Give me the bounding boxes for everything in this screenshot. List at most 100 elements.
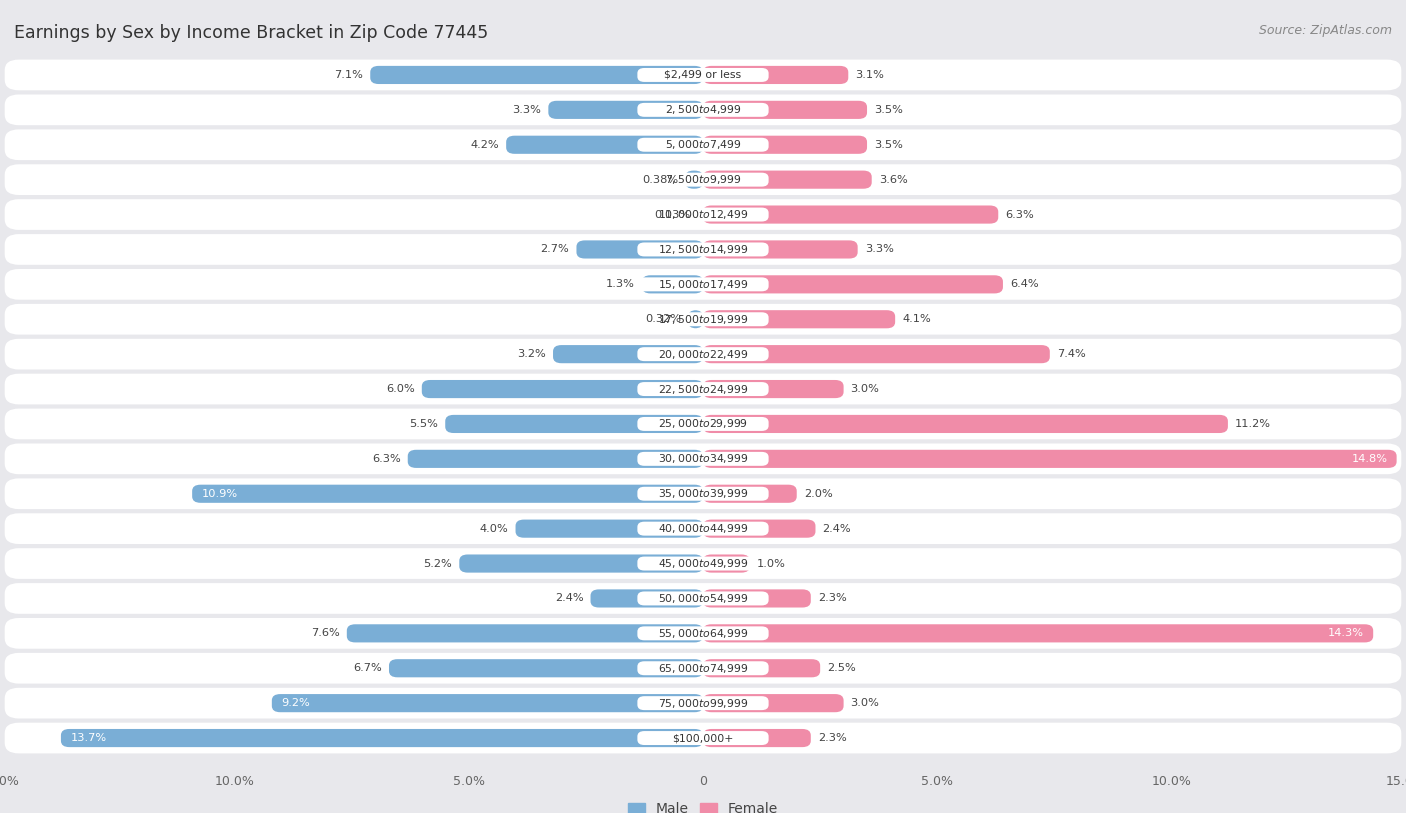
Text: 0.32%: 0.32% [645, 315, 681, 324]
FancyBboxPatch shape [685, 171, 703, 189]
Text: 6.3%: 6.3% [373, 454, 401, 464]
FancyBboxPatch shape [703, 101, 868, 119]
FancyBboxPatch shape [4, 688, 1402, 719]
FancyBboxPatch shape [4, 548, 1402, 579]
Text: $12,500 to $14,999: $12,500 to $14,999 [658, 243, 748, 256]
FancyBboxPatch shape [637, 207, 769, 221]
FancyBboxPatch shape [703, 276, 1002, 293]
FancyBboxPatch shape [4, 234, 1402, 265]
FancyBboxPatch shape [703, 450, 1396, 468]
Text: $5,000 to $7,499: $5,000 to $7,499 [665, 138, 741, 151]
FancyBboxPatch shape [4, 199, 1402, 230]
FancyBboxPatch shape [703, 241, 858, 259]
Text: 4.0%: 4.0% [479, 524, 509, 533]
Text: 14.8%: 14.8% [1351, 454, 1388, 464]
FancyBboxPatch shape [370, 66, 703, 84]
Text: 3.2%: 3.2% [517, 349, 546, 359]
Text: 5.2%: 5.2% [423, 559, 453, 568]
FancyBboxPatch shape [4, 444, 1402, 474]
FancyBboxPatch shape [703, 415, 1227, 433]
Text: 10.9%: 10.9% [201, 489, 238, 498]
Text: 4.2%: 4.2% [471, 140, 499, 150]
FancyBboxPatch shape [703, 136, 868, 154]
FancyBboxPatch shape [4, 129, 1402, 160]
Text: 3.0%: 3.0% [851, 384, 880, 394]
Text: 6.3%: 6.3% [1005, 210, 1033, 220]
Text: $20,000 to $22,499: $20,000 to $22,499 [658, 348, 748, 361]
FancyBboxPatch shape [446, 415, 703, 433]
Text: 3.6%: 3.6% [879, 175, 907, 185]
FancyBboxPatch shape [4, 94, 1402, 125]
Text: $2,500 to $4,999: $2,500 to $4,999 [665, 103, 741, 116]
Text: 14.3%: 14.3% [1327, 628, 1364, 638]
FancyBboxPatch shape [637, 137, 769, 152]
Text: 5.5%: 5.5% [409, 419, 439, 429]
FancyBboxPatch shape [422, 380, 703, 398]
FancyBboxPatch shape [4, 513, 1402, 544]
Text: $10,000 to $12,499: $10,000 to $12,499 [658, 208, 748, 221]
FancyBboxPatch shape [576, 241, 703, 259]
FancyBboxPatch shape [4, 583, 1402, 614]
FancyBboxPatch shape [703, 624, 1374, 642]
FancyBboxPatch shape [60, 729, 703, 747]
FancyBboxPatch shape [637, 417, 769, 431]
FancyBboxPatch shape [506, 136, 703, 154]
Text: 3.5%: 3.5% [875, 140, 903, 150]
Text: 2.5%: 2.5% [827, 663, 856, 673]
Text: $50,000 to $54,999: $50,000 to $54,999 [658, 592, 748, 605]
FancyBboxPatch shape [703, 66, 848, 84]
FancyBboxPatch shape [389, 659, 703, 677]
Text: $35,000 to $39,999: $35,000 to $39,999 [658, 487, 748, 500]
FancyBboxPatch shape [637, 592, 769, 606]
Text: 7.6%: 7.6% [311, 628, 340, 638]
FancyBboxPatch shape [637, 661, 769, 676]
Text: 7.4%: 7.4% [1057, 349, 1085, 359]
FancyBboxPatch shape [4, 723, 1402, 754]
Text: $25,000 to $29,999: $25,000 to $29,999 [658, 417, 748, 430]
Text: $40,000 to $44,999: $40,000 to $44,999 [658, 522, 748, 535]
FancyBboxPatch shape [703, 729, 811, 747]
FancyBboxPatch shape [4, 618, 1402, 649]
Text: 4.1%: 4.1% [903, 315, 931, 324]
FancyBboxPatch shape [637, 487, 769, 501]
FancyBboxPatch shape [703, 694, 844, 712]
Text: $7,500 to $9,999: $7,500 to $9,999 [665, 173, 741, 186]
Text: $22,500 to $24,999: $22,500 to $24,999 [658, 383, 748, 396]
FancyBboxPatch shape [637, 312, 769, 326]
FancyBboxPatch shape [591, 589, 703, 607]
FancyBboxPatch shape [637, 382, 769, 396]
Text: 3.3%: 3.3% [865, 245, 894, 254]
FancyBboxPatch shape [637, 347, 769, 361]
Text: 2.0%: 2.0% [804, 489, 832, 498]
FancyBboxPatch shape [703, 554, 749, 572]
FancyBboxPatch shape [688, 311, 703, 328]
Text: 3.3%: 3.3% [512, 105, 541, 115]
FancyBboxPatch shape [637, 696, 769, 710]
FancyBboxPatch shape [703, 520, 815, 537]
Text: $15,000 to $17,499: $15,000 to $17,499 [658, 278, 748, 291]
FancyBboxPatch shape [643, 276, 703, 293]
FancyBboxPatch shape [347, 624, 703, 642]
Text: 3.1%: 3.1% [855, 70, 884, 80]
FancyBboxPatch shape [703, 659, 820, 677]
Text: Earnings by Sex by Income Bracket in Zip Code 77445: Earnings by Sex by Income Bracket in Zip… [14, 24, 488, 42]
FancyBboxPatch shape [637, 242, 769, 256]
Text: $30,000 to $34,999: $30,000 to $34,999 [658, 452, 748, 465]
FancyBboxPatch shape [516, 520, 703, 537]
FancyBboxPatch shape [4, 164, 1402, 195]
FancyBboxPatch shape [703, 380, 844, 398]
Text: $55,000 to $64,999: $55,000 to $64,999 [658, 627, 748, 640]
FancyBboxPatch shape [4, 409, 1402, 439]
Text: 3.0%: 3.0% [851, 698, 880, 708]
FancyBboxPatch shape [4, 269, 1402, 300]
Text: 6.4%: 6.4% [1010, 280, 1039, 289]
FancyBboxPatch shape [637, 452, 769, 466]
Text: 0.13%: 0.13% [654, 210, 690, 220]
Text: 3.5%: 3.5% [875, 105, 903, 115]
Text: 6.7%: 6.7% [353, 663, 382, 673]
FancyBboxPatch shape [193, 485, 703, 502]
FancyBboxPatch shape [637, 522, 769, 536]
Text: 2.4%: 2.4% [555, 593, 583, 603]
Text: 7.1%: 7.1% [335, 70, 363, 80]
Text: Source: ZipAtlas.com: Source: ZipAtlas.com [1258, 24, 1392, 37]
